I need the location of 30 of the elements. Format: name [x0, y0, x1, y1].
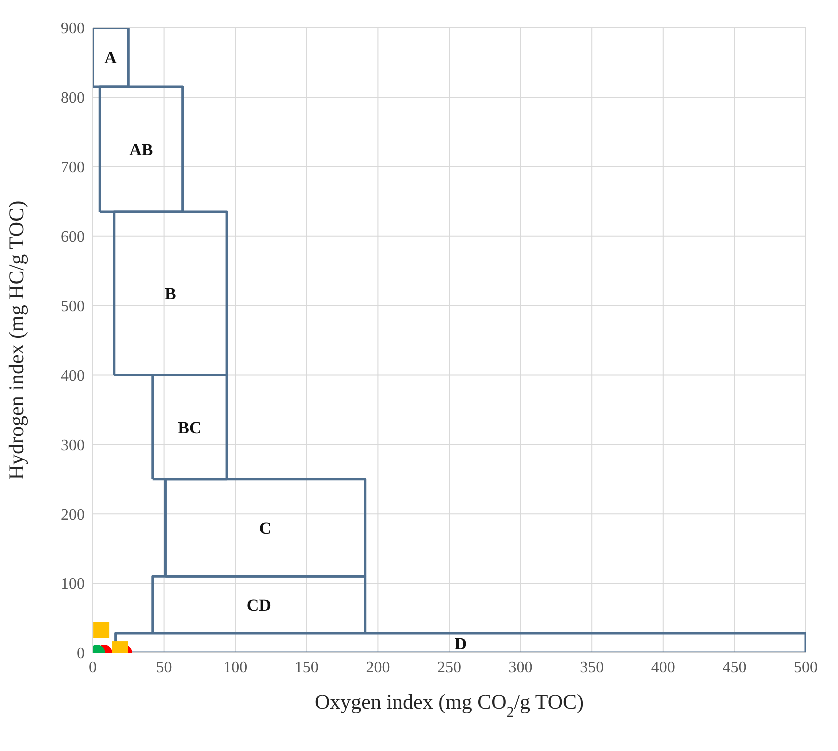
y-tick-label: 100	[61, 576, 85, 594]
text: C	[259, 519, 272, 538]
y-tick-label: 400	[61, 368, 85, 385]
x-tick-label: 250	[438, 659, 462, 676]
y-tick-label: 200	[61, 506, 85, 524]
series-label: A	[104, 48, 118, 68]
y-tick-label: 0	[77, 646, 85, 663]
y-tick-label: 300	[61, 437, 85, 454]
x-tick-label: 300	[508, 659, 533, 676]
x-tick-label: 50	[156, 659, 172, 676]
y-tick-label: 600	[61, 229, 85, 246]
y-axis-title: Hydrogen index (mg HC/g TOC)	[4, 200, 28, 480]
x-tick-label: 400	[651, 659, 676, 676]
y-tick-label: 900	[61, 20, 85, 38]
x-axis-title: Oxygen index (mg CO$_{2}$/g TOC)	[314, 690, 584, 721]
x-tick-label: 450	[722, 659, 747, 676]
x-tick-label: 200	[366, 659, 390, 676]
x-tick-label: 150	[294, 659, 319, 676]
x-tick-label: 350	[580, 659, 604, 676]
series-label: CD	[246, 596, 272, 616]
series-label: D	[454, 634, 468, 654]
x-tick-label: 0	[89, 659, 97, 676]
y-tick-label: 500	[61, 298, 85, 316]
y-tick-label: 700	[61, 160, 85, 177]
x-tick-label: 100	[224, 659, 248, 676]
text: B	[165, 284, 176, 304]
x-tick-label: 500	[794, 659, 818, 676]
y-tick-label: 800	[61, 90, 85, 108]
series-label: AB	[130, 140, 154, 160]
series-label: BC	[178, 418, 202, 438]
